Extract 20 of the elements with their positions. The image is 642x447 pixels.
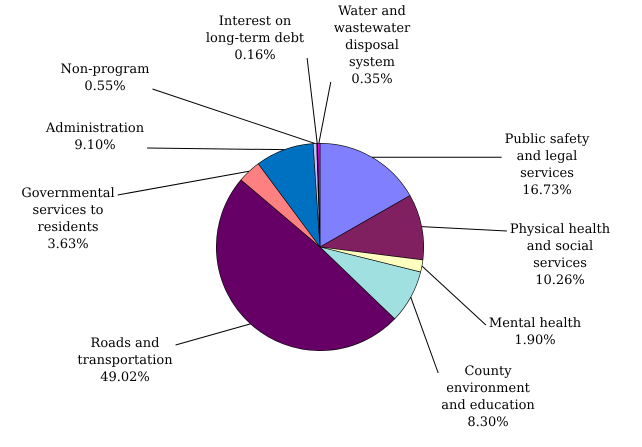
data-label: 3.63% [47, 236, 89, 252]
slice-label: Administration [44, 120, 145, 136]
data-label: 8.30% [467, 414, 509, 430]
data-label: 0.16% [234, 48, 276, 63]
data-label: 0.35% [351, 72, 393, 87]
slice-label: Interest on long-term debt [206, 14, 305, 46]
data-label: 9.10% [74, 138, 116, 153]
data-label: 49.02% [100, 370, 150, 385]
data-label: 16.73% [522, 182, 572, 198]
slice-label: Governmental services to residents [21, 186, 115, 235]
slice-label: Mental health [488, 316, 582, 331]
data-label: 10.26% [535, 272, 585, 288]
data-label: 1.90% [514, 332, 556, 348]
slice-label: Physical health and social services [510, 222, 611, 271]
slice-label: Public safety and legal services [504, 132, 590, 181]
data-label: 0.55% [84, 78, 126, 94]
slice-label: Water and wastewater disposal system [334, 4, 412, 70]
slice-label: County environment and education [441, 364, 536, 413]
slice-label: Non-program [60, 62, 150, 77]
slice-label: Roads and transportation [77, 336, 174, 368]
